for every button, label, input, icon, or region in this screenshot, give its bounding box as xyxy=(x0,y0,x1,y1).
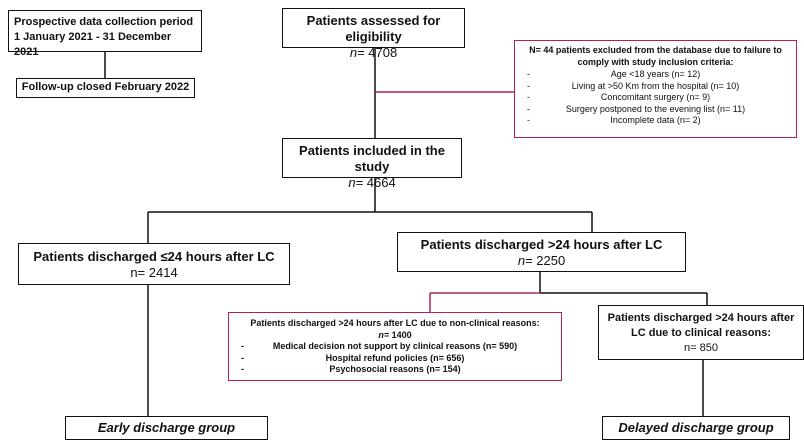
n-value: 2250 xyxy=(532,253,566,268)
early-box: Patients discharged ≤24 hours after LC n… xyxy=(18,243,290,285)
included-box: Patients included in the study n= 4664 xyxy=(282,138,462,190)
n-prefix: n= xyxy=(130,265,146,280)
item-text: Hospital refund policies (n= 656) xyxy=(325,352,465,363)
bullet: - xyxy=(527,103,530,114)
bullet: - xyxy=(527,115,530,125)
list-item: - Incomplete data (n= 2) xyxy=(519,115,792,127)
box-title: Patients discharged >24 hours after LC xyxy=(420,237,663,252)
exclusion-list: - Age <18 years (n= 12) - Living at >50 Km … xyxy=(519,69,792,127)
item-text: Concomitant surgery (n= 9) xyxy=(600,92,711,102)
period-box: Prospective data collection period 1 Jan… xyxy=(8,10,202,58)
box-title: Patients discharged >24 hours after LC d… xyxy=(607,312,795,339)
bullet: - xyxy=(527,69,530,79)
list-item: - Concomitant surgery (n= 9) xyxy=(519,92,792,104)
n-prefix: n= xyxy=(684,342,697,354)
n-prefix: n= xyxy=(349,45,365,60)
item-text: Medical decision not support by clinical… xyxy=(272,341,518,351)
bullet: - xyxy=(241,352,244,363)
delayed-group-box: Delayed discharge group xyxy=(602,416,790,440)
list-item: - Medical decision not support by clinica… xyxy=(233,341,557,353)
bullet: - xyxy=(241,364,244,374)
followup-label: Follow-up closed February 2022 xyxy=(21,81,190,93)
box-title: Patients discharged ≤24 hours after LC xyxy=(33,249,275,264)
list-item: - Hospital refund policies (n= 656) xyxy=(233,353,557,365)
n-prefix: n= xyxy=(348,175,364,190)
list-item: - Living at >50 Km from the hospital (n= … xyxy=(519,81,792,93)
n-value: 2414 xyxy=(145,265,178,280)
reason-list: - Medical decision not support by clinica… xyxy=(233,341,557,376)
late-box: Patients discharged >24 hours after LC n… xyxy=(397,232,686,272)
n-value: 850 xyxy=(696,342,718,354)
clinical-box: Patients discharged >24 hours after LC d… xyxy=(598,305,804,360)
followup-box: Follow-up closed February 2022 xyxy=(16,78,195,98)
bullet: - xyxy=(527,80,530,91)
item-text: Incomplete data (n= 2) xyxy=(610,115,701,125)
n-value: 4664 xyxy=(363,175,396,190)
bullet: - xyxy=(527,92,530,102)
nonclinical-box: Patients discharged >24 hours after LC d… xyxy=(228,312,562,381)
n-value: 1400 xyxy=(391,329,412,340)
list-item: - Psychosocial reasons (n= 154) xyxy=(233,364,557,376)
group-label: Early discharge group xyxy=(97,420,236,435)
list-item: - Age <18 years (n= 12) xyxy=(519,69,792,81)
item-text: Psychosocial reasons (n= 154) xyxy=(329,364,461,374)
item-text: Living at >50 Km from the hospital (n= 1… xyxy=(571,80,740,91)
group-label: Delayed discharge group xyxy=(618,420,774,435)
box-title: Patients discharged >24 hours after LC d… xyxy=(250,318,540,328)
assessed-box: Patients assessed for eligibility n= 470… xyxy=(282,8,465,60)
period-line: Prospective data collection period xyxy=(14,16,194,28)
item-text: Age <18 years (n= 12) xyxy=(610,69,701,79)
n-prefix: n= xyxy=(378,329,390,340)
bullet: - xyxy=(241,341,244,351)
early-group-box: Early discharge group xyxy=(65,416,268,440)
box-title: N= 44 patients excluded from the databas… xyxy=(529,45,782,67)
box-title: Patients included in the study xyxy=(299,143,445,174)
n-value: 4708 xyxy=(364,45,398,60)
box-title: Patients assessed for eligibility xyxy=(306,13,441,44)
list-item: - Surgery postponed to the evening list (… xyxy=(519,104,792,116)
period-line: 1 January 2021 - 31 December 2021 xyxy=(14,31,172,58)
n-prefix: n= xyxy=(517,253,533,268)
item-text: Surgery postponed to the evening list (n… xyxy=(565,103,746,114)
excluded-box: N= 44 patients excluded from the databas… xyxy=(514,40,797,138)
